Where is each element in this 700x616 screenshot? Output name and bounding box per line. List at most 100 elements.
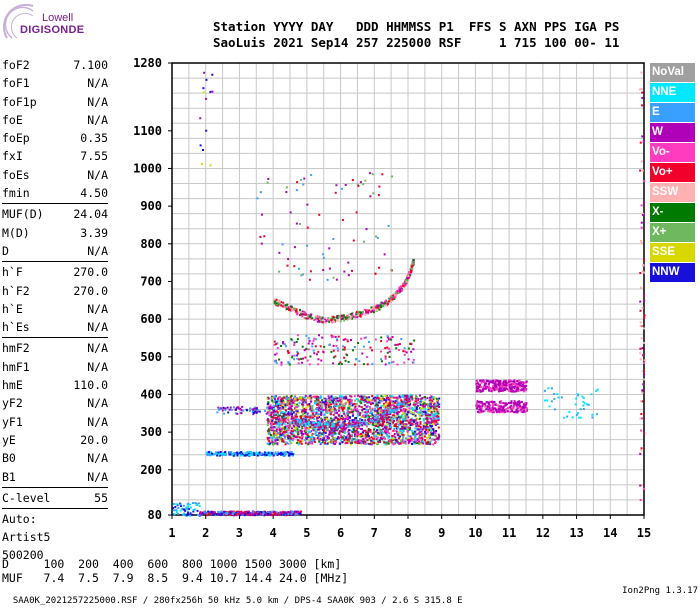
spread-f-echo (415, 395, 417, 397)
spread-f-echo (406, 428, 408, 430)
w-cluster-echo (519, 405, 521, 407)
spread-f-echo (307, 427, 309, 429)
spread-f-echo (414, 435, 416, 437)
scattered-echo (343, 357, 345, 359)
scattered-echo (347, 262, 349, 264)
spread-f-echo (349, 403, 351, 405)
spread-f-echo (366, 409, 368, 411)
spread-f-echo (357, 411, 359, 413)
spread-f-echo (395, 439, 397, 441)
spread-f-echo (352, 413, 354, 415)
f-trace-lower-echo (405, 402, 407, 404)
spread-f-echo (288, 398, 290, 400)
w-cluster-echo (487, 410, 489, 412)
spread-f-echo (399, 428, 401, 430)
f-trace-upper-echo (274, 300, 276, 302)
scattered-echo (389, 356, 391, 358)
low-freq-echo (192, 509, 194, 511)
spread-f-echo (415, 398, 417, 400)
low-freq-echo (187, 514, 189, 516)
w-cluster-echo (513, 386, 515, 388)
low-freq-echo (191, 514, 193, 516)
spread-f-echo (328, 437, 330, 439)
spread-f-echo (413, 404, 415, 406)
scattered-echo (397, 344, 399, 346)
spread-f-echo (361, 400, 363, 402)
spread-f-echo (407, 433, 409, 435)
scattered-echo (357, 185, 359, 187)
scattered-echo (404, 354, 406, 356)
spread-f-echo (424, 396, 426, 398)
spread-f-echo (369, 399, 371, 401)
spread-f-echo (348, 407, 350, 409)
spread-f-echo (376, 429, 378, 431)
spread-f-echo (362, 415, 364, 417)
spread-f-echo (287, 443, 289, 445)
spread-f-echo (307, 412, 309, 414)
spread-f-echo (301, 431, 303, 433)
spread-f-echo (287, 419, 289, 421)
spread-f-echo (294, 428, 296, 430)
spread-f-echo (370, 411, 372, 413)
spread-f-echo (307, 404, 309, 406)
e-layer-echo (256, 513, 258, 515)
fringe-echo (591, 393, 593, 395)
fringe-echo (575, 403, 577, 405)
spread-f-echo (411, 431, 413, 433)
spread-f-echo (413, 402, 415, 404)
fringe-echo (546, 399, 548, 401)
spread-f-echo (434, 439, 436, 441)
spread-f-echo (384, 426, 386, 428)
spread-f-echo (273, 426, 275, 428)
spread-f-echo (380, 437, 382, 439)
spread-f-echo (282, 420, 284, 422)
spread-f-echo (278, 424, 280, 426)
spread-f-echo (335, 396, 337, 398)
spread-f-echo (428, 422, 430, 424)
spread-f-echo (346, 417, 348, 419)
spread-f-echo (308, 403, 310, 405)
f-trace-upper-echo (401, 289, 403, 291)
spread-f-echo (376, 410, 378, 412)
spread-f-echo (362, 438, 364, 440)
spread-f-echo (289, 403, 291, 405)
w-cluster-echo (502, 402, 504, 404)
spread-f-echo (338, 432, 340, 434)
spread-f-echo (327, 412, 329, 414)
low-freq-echo (197, 510, 199, 512)
f-trace-upper-echo (343, 314, 345, 316)
spread-f-echo (394, 402, 396, 404)
scattered-echo (274, 360, 276, 362)
spread-f-echo (368, 401, 370, 403)
low-freq-echo (174, 506, 176, 508)
scattered-echo (318, 334, 320, 336)
spread-f-echo (374, 414, 376, 416)
f-trace-upper-echo (307, 316, 309, 318)
w-cluster-echo (501, 406, 503, 408)
spread-f-echo (338, 415, 340, 417)
w-cluster-echo (525, 409, 527, 411)
es-layer-echo (206, 452, 208, 454)
spread-f-echo (305, 411, 307, 413)
e-layer-echo (252, 511, 254, 513)
spread-f-echo (413, 438, 415, 440)
scattered-echo (317, 358, 319, 360)
f-trace-lower-echo (396, 407, 398, 409)
e-layer-echo (261, 511, 263, 513)
f-trace-lower-echo (328, 423, 330, 425)
w-cluster-echo (482, 410, 484, 412)
spread-f-echo (371, 436, 373, 438)
spread-f-echo (268, 398, 270, 400)
scattered-echo (257, 197, 259, 199)
spread-f-echo (379, 441, 381, 443)
x-tick-label: 14 (603, 526, 617, 540)
spread-f-echo (428, 436, 430, 438)
scattered-echo (294, 246, 296, 248)
w-cluster-echo (520, 389, 522, 391)
w-cluster-echo (519, 402, 521, 404)
scattered-echo (366, 228, 368, 230)
spread-f-echo (285, 434, 287, 436)
w-cluster-echo (519, 384, 521, 386)
spread-f-echo (378, 429, 380, 431)
spread-f-echo (400, 442, 402, 444)
